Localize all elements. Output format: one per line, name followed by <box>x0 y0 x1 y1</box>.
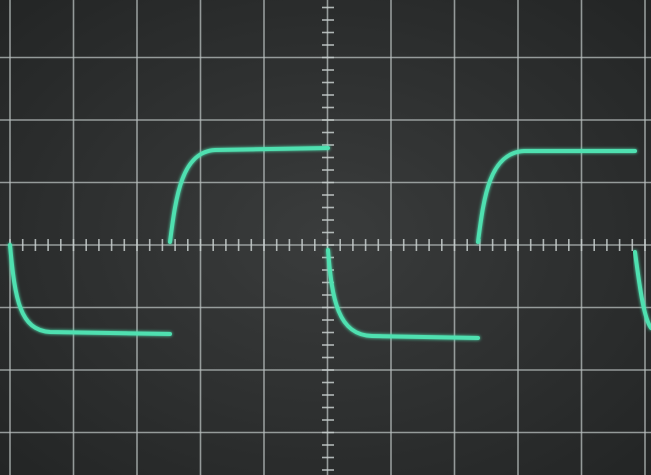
screen-background <box>0 0 651 475</box>
oscilloscope-screen <box>0 0 651 475</box>
